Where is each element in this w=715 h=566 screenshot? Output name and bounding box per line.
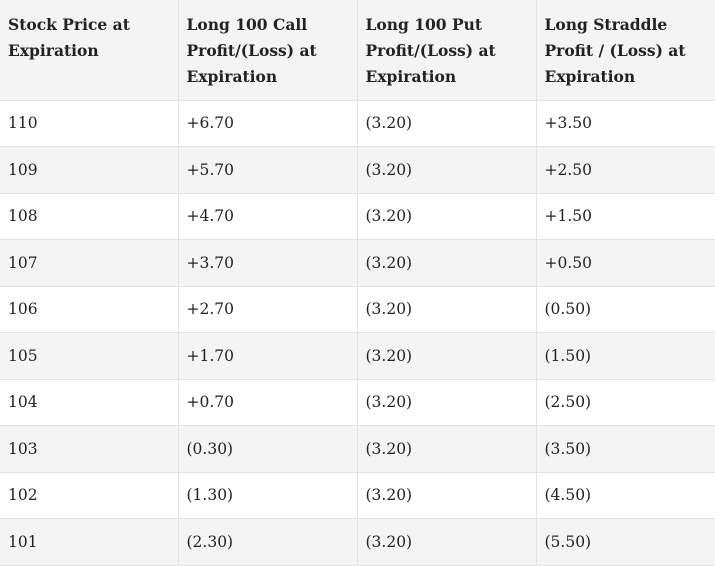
cell-stock-price: 105: [0, 332, 179, 380]
cell-call-pl: +2.70: [178, 286, 358, 333]
cell-straddle-pl: (4.50): [536, 472, 715, 519]
cell-call-pl: (0.30): [178, 425, 358, 473]
table-row: 103 (0.30) (3.20) (3.50): [0, 425, 715, 473]
cell-put-pl: (3.20): [357, 518, 537, 566]
header-long-put: Long 100 Put Profit/(Loss) at Expiration: [357, 0, 537, 101]
cell-put-pl: (3.20): [357, 332, 537, 380]
cell-stock-price: 104: [0, 379, 179, 426]
cell-stock-price: 106: [0, 286, 179, 333]
cell-put-pl: (3.20): [357, 239, 537, 287]
cell-put-pl: (3.20): [357, 379, 537, 426]
cell-put-pl: (3.20): [357, 193, 537, 240]
table-row: 108 +4.70 (3.20) +1.50: [0, 193, 715, 240]
table-row: 101 (2.30) (3.20) (5.50): [0, 518, 715, 566]
table-body: 110 +6.70 (3.20) +3.50 109 +5.70 (3.20) …: [0, 100, 715, 566]
cell-stock-price: 102: [0, 472, 179, 519]
cell-straddle-pl: +2.50: [536, 146, 715, 194]
cell-put-pl: (3.20): [357, 425, 537, 473]
cell-stock-price: 107: [0, 239, 179, 287]
cell-put-pl: (3.20): [357, 100, 537, 147]
cell-straddle-pl: (1.50): [536, 332, 715, 380]
header-long-call: Long 100 Call Profit/(Loss) at Expiratio…: [178, 0, 358, 101]
table-row: 109 +5.70 (3.20) +2.50: [0, 146, 715, 194]
header-row: Stock Price at Expiration Long 100 Call …: [0, 0, 715, 101]
cell-stock-price: 101: [0, 518, 179, 566]
header-long-straddle: Long Straddle Profit / (Loss) at Expirat…: [536, 0, 715, 101]
cell-put-pl: (3.20): [357, 146, 537, 194]
cell-straddle-pl: (3.50): [536, 425, 715, 473]
table-row: 110 +6.70 (3.20) +3.50: [0, 100, 715, 147]
cell-call-pl: +5.70: [178, 146, 358, 194]
cell-stock-price: 109: [0, 146, 179, 194]
cell-call-pl: +0.70: [178, 379, 358, 426]
cell-straddle-pl: (5.50): [536, 518, 715, 566]
cell-call-pl: +1.70: [178, 332, 358, 380]
cell-straddle-pl: (2.50): [536, 379, 715, 426]
cell-straddle-pl: +1.50: [536, 193, 715, 240]
cell-call-pl: +4.70: [178, 193, 358, 240]
header-stock-price: Stock Price at Expiration: [0, 0, 179, 101]
cell-straddle-pl: (0.50): [536, 286, 715, 333]
table-row: 102 (1.30) (3.20) (4.50): [0, 472, 715, 519]
cell-stock-price: 103: [0, 425, 179, 473]
table-row: 104 +0.70 (3.20) (2.50): [0, 379, 715, 426]
table-row: 105 +1.70 (3.20) (1.50): [0, 332, 715, 380]
cell-put-pl: (3.20): [357, 286, 537, 333]
cell-stock-price: 110: [0, 100, 179, 147]
cell-put-pl: (3.20): [357, 472, 537, 519]
cell-call-pl: +6.70: [178, 100, 358, 147]
cell-call-pl: +3.70: [178, 239, 358, 287]
cell-stock-price: 108: [0, 193, 179, 240]
cell-straddle-pl: +3.50: [536, 100, 715, 147]
table-row: 107 +3.70 (3.20) +0.50: [0, 239, 715, 287]
cell-call-pl: (1.30): [178, 472, 358, 519]
cell-call-pl: (2.30): [178, 518, 358, 566]
cell-straddle-pl: +0.50: [536, 239, 715, 287]
table-row: 106 +2.70 (3.20) (0.50): [0, 286, 715, 333]
